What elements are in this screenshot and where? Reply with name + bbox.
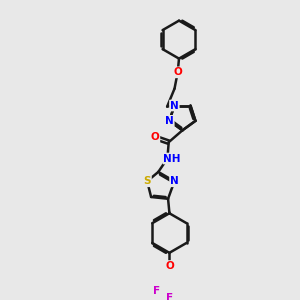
Text: F: F bbox=[153, 286, 160, 296]
Text: N: N bbox=[170, 100, 179, 110]
Text: N: N bbox=[165, 116, 174, 126]
Text: S: S bbox=[143, 176, 151, 186]
Text: NH: NH bbox=[164, 154, 181, 164]
Text: O: O bbox=[173, 67, 182, 77]
Text: O: O bbox=[151, 132, 159, 142]
Text: N: N bbox=[170, 176, 179, 186]
Text: O: O bbox=[165, 261, 174, 271]
Text: F: F bbox=[166, 292, 173, 300]
